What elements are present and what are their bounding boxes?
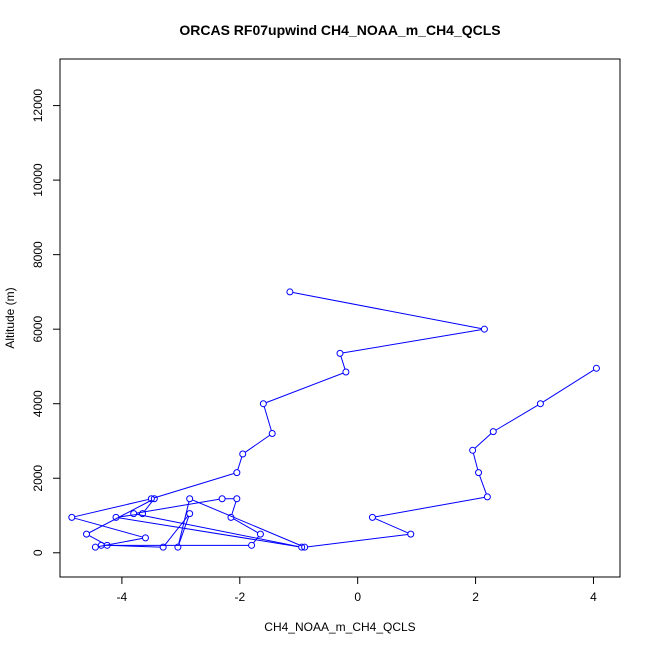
data-point — [141, 534, 149, 542]
series-segment — [265, 372, 344, 404]
data-point — [159, 543, 167, 551]
data-point — [407, 530, 415, 538]
data-point — [68, 513, 76, 521]
series-segment — [374, 518, 409, 534]
series-segment — [292, 291, 482, 330]
data-point — [186, 510, 194, 518]
x-tick-label: 0 — [354, 590, 361, 604]
series-segment — [154, 473, 235, 499]
data-point — [256, 530, 264, 538]
data-point — [480, 325, 488, 333]
x-axis: -4 -2 0 2 4 — [117, 577, 597, 604]
data-point — [239, 450, 247, 458]
y-axis: 0 2000 4000 6000 8000 10000 12000 — [31, 89, 60, 556]
data-point — [489, 428, 497, 436]
data-point — [186, 495, 194, 503]
series-segment — [178, 516, 190, 545]
series-layer — [68, 288, 600, 551]
series-segment — [74, 498, 149, 518]
series-segment — [231, 501, 237, 515]
data-point — [592, 364, 600, 372]
data-point — [342, 368, 350, 376]
data-point — [103, 541, 111, 549]
data-point — [139, 510, 147, 518]
data-point — [469, 446, 477, 454]
y-tick-label: 2000 — [31, 465, 45, 492]
y-tick-label: 8000 — [31, 241, 45, 268]
series-segment — [340, 356, 346, 370]
data-point — [483, 493, 491, 501]
data-point — [130, 510, 138, 518]
series-segment — [143, 500, 153, 512]
series-segment — [472, 453, 479, 470]
data-point — [286, 288, 294, 296]
data-point — [259, 400, 267, 408]
series-segment — [110, 544, 161, 548]
x-tick-label: -2 — [234, 590, 245, 604]
data-point — [83, 530, 91, 538]
series-segment — [118, 517, 299, 548]
data-point — [218, 495, 226, 503]
series-segment — [88, 499, 152, 534]
y-tick-label: 6000 — [31, 316, 45, 343]
series-segment — [178, 501, 190, 545]
series-segment — [474, 433, 492, 449]
y-tick-label: 12000 — [31, 89, 45, 123]
data-point — [336, 349, 344, 357]
x-tick-label: -4 — [117, 590, 128, 604]
plot-frame — [59, 58, 621, 578]
data-point — [368, 513, 376, 521]
data-point — [248, 541, 256, 549]
x-tick-label: 2 — [472, 590, 479, 604]
series-segment — [375, 496, 485, 518]
series-segment — [263, 406, 272, 431]
series-segment — [542, 369, 595, 403]
y-axis-label: Altitude (m) — [3, 287, 17, 348]
data-point — [147, 495, 155, 503]
series-segment — [495, 404, 539, 431]
x-axis-label: CH4_NOAA_m_CH4_QCLS — [264, 620, 415, 634]
data-point — [475, 469, 483, 477]
data-point — [91, 543, 99, 551]
data-point — [150, 495, 158, 503]
series-segment — [237, 456, 243, 470]
y-tick-label: 4000 — [31, 390, 45, 417]
series-segment — [192, 499, 303, 547]
data-point — [298, 543, 306, 551]
data-point — [112, 513, 120, 521]
series-segment — [342, 329, 482, 354]
data-point — [536, 400, 544, 408]
series-segment — [74, 517, 143, 538]
series-segment — [233, 518, 259, 534]
data-point — [233, 469, 241, 477]
series-segment — [479, 475, 487, 495]
series-segment — [307, 534, 408, 548]
data-point — [301, 543, 309, 551]
series-segment — [136, 498, 220, 514]
data-point — [268, 430, 276, 438]
y-tick-label: 10000 — [31, 163, 45, 197]
data-point — [174, 543, 182, 551]
x-tick-label: 4 — [590, 590, 597, 604]
data-point — [233, 495, 241, 503]
series-segment — [136, 513, 299, 548]
chart-title: ORCAS RF07upwind CH4_NOAA_m_CH4_QCLS — [179, 22, 500, 38]
series-segment — [244, 434, 271, 453]
data-point — [227, 513, 235, 521]
y-tick-label: 0 — [31, 549, 45, 556]
